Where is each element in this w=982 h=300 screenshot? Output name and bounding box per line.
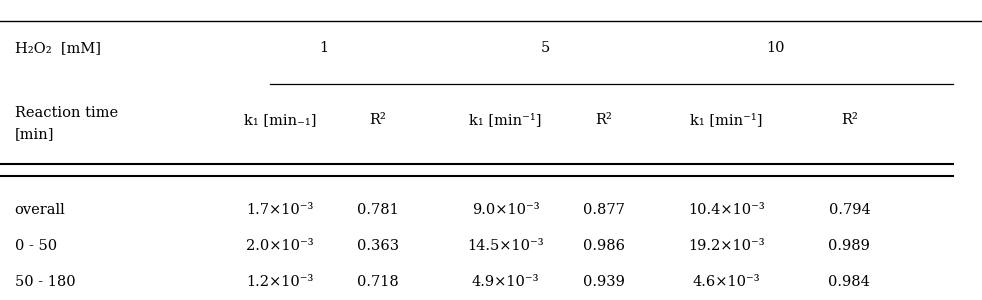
Text: 0.794: 0.794 <box>829 203 870 217</box>
Text: 10: 10 <box>767 41 785 55</box>
Text: overall: overall <box>15 203 66 217</box>
Text: 0 - 50: 0 - 50 <box>15 239 57 253</box>
Text: 50 - 180: 50 - 180 <box>15 275 76 289</box>
Text: k₁ [min₋₁]: k₁ [min₋₁] <box>244 113 316 127</box>
Text: 0.984: 0.984 <box>829 275 870 289</box>
Text: 1.2×10⁻³: 1.2×10⁻³ <box>246 275 313 289</box>
Text: k₁ [min⁻¹]: k₁ [min⁻¹] <box>690 113 763 127</box>
Text: 10.4×10⁻³: 10.4×10⁻³ <box>688 203 765 217</box>
Text: 0.939: 0.939 <box>583 275 625 289</box>
Text: 0.363: 0.363 <box>357 239 399 253</box>
Text: 4.6×10⁻³: 4.6×10⁻³ <box>693 275 760 289</box>
Text: 2.0×10⁻³: 2.0×10⁻³ <box>246 239 313 253</box>
Text: 4.9×10⁻³: 4.9×10⁻³ <box>472 275 539 289</box>
Text: 5: 5 <box>540 41 550 55</box>
Text: 0.781: 0.781 <box>357 203 399 217</box>
Text: 14.5×10⁻³: 14.5×10⁻³ <box>467 239 544 253</box>
Text: 1.7×10⁻³: 1.7×10⁻³ <box>246 203 313 217</box>
Text: 0.718: 0.718 <box>357 275 399 289</box>
Text: 0.986: 0.986 <box>583 239 625 253</box>
Text: 9.0×10⁻³: 9.0×10⁻³ <box>472 203 539 217</box>
Text: k₁ [min⁻¹]: k₁ [min⁻¹] <box>469 113 542 127</box>
Text: H₂O₂  [mM]: H₂O₂ [mM] <box>15 41 101 55</box>
Text: 0.877: 0.877 <box>583 203 625 217</box>
Text: 1: 1 <box>319 41 329 55</box>
Text: Reaction time
[min]: Reaction time [min] <box>15 106 118 141</box>
Text: R²: R² <box>841 113 858 127</box>
Text: 0.989: 0.989 <box>829 239 870 253</box>
Text: 19.2×10⁻³: 19.2×10⁻³ <box>688 239 765 253</box>
Text: R²: R² <box>595 113 613 127</box>
Text: R²: R² <box>369 113 387 127</box>
